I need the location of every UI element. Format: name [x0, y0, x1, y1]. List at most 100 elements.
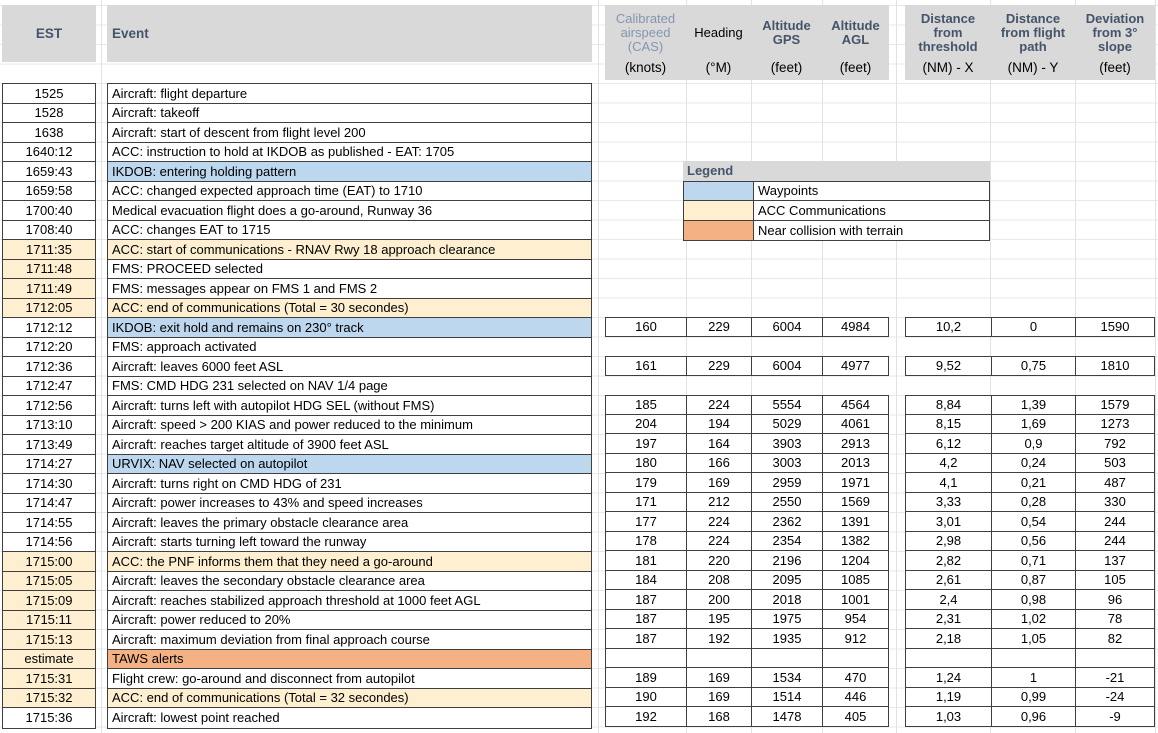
flight-parameters-header-group: Calibrated airspeed (CAS) Heading Altitu… [605, 5, 889, 80]
data-row: 8,84 1,39 1579 [905, 395, 1155, 415]
est-cell: 1715:31 [3, 669, 95, 689]
data-cell: 1590 [1075, 318, 1154, 336]
data-cell: 0,21 [991, 473, 1075, 492]
data-row: 171 212 2550 1569 [605, 492, 889, 512]
event-cell: FMS: CMD HDG 231 selected on NAV 1/4 pag… [108, 376, 591, 396]
data-cell: 194 [686, 414, 751, 433]
data-row: 187 192 1935 912 [605, 629, 889, 649]
data-cell: 487 [1075, 473, 1154, 492]
data-cell: 229 [686, 357, 751, 375]
data-cell: 0,54 [991, 512, 1075, 531]
col-header-cas: Calibrated airspeed (CAS) [615, 10, 676, 54]
data-cell: 1204 [822, 551, 888, 570]
data-row: 1,19 0,99 -24 [905, 687, 1155, 707]
data-row: 3,01 0,54 244 [905, 512, 1155, 532]
legend-label: Near collision with terrain [754, 220, 989, 240]
data-cell: 405 [822, 707, 888, 726]
data-row: 9,52 0,75 1810 [905, 356, 1155, 376]
data-cell: 105 [1075, 570, 1154, 589]
est-header-label: EST [35, 26, 63, 41]
col-header-altitude-agl: Altitude AGL [831, 17, 880, 47]
data-cell [991, 648, 1075, 667]
event-cell: Aircraft: flight departure [108, 84, 591, 104]
data-row: 2,4 0,98 96 [905, 590, 1155, 610]
est-cell: 1714:55 [3, 513, 95, 533]
est-cell: 1711:48 [3, 259, 95, 279]
event-cell: FMS: messages appear on FMS 1 and FMS 2 [108, 279, 591, 299]
event-cell: ACC: end of communications (Total = 30 s… [108, 298, 591, 318]
data-row: 177 224 2362 1391 [605, 512, 889, 532]
data-cell: 0,28 [991, 492, 1075, 511]
data-cell: 6004 [751, 318, 822, 336]
data-cell [1075, 648, 1154, 667]
legend-title: Legend [683, 161, 990, 181]
event-column: Aircraft: flight departure Aircraft: take… [107, 83, 592, 729]
legend-label: ACC Communications [754, 201, 989, 220]
data-cell: 190 [635, 689, 657, 705]
event-cell: TAWS alerts [108, 649, 591, 669]
data-row: 180 166 3003 2013 [605, 453, 889, 473]
est-cell: 1659:58 [3, 181, 95, 201]
data-row: 187 195 1975 954 [605, 609, 889, 629]
data-cell: 179 [635, 474, 657, 490]
data-row: 2,18 1,05 82 [905, 629, 1155, 649]
est-cell: 1638 [3, 123, 95, 143]
data-cell: 187 [635, 630, 657, 646]
data-row: 197 164 3903 2913 [605, 434, 889, 454]
data-cell: 1085 [822, 570, 888, 589]
event-cell: Aircraft: turns right on CMD HDG of 231 [108, 474, 591, 494]
data-cell: 503 [1075, 453, 1154, 472]
est-cell: 1715:09 [3, 591, 95, 611]
est-cell: 1640:12 [3, 142, 95, 162]
col-unit-distance-threshold: (NM) - X [922, 60, 974, 75]
est-cell: 1715:36 [3, 708, 95, 728]
data-cell: 0,24 [991, 453, 1075, 472]
est-cell: 1711:49 [3, 279, 95, 299]
legend-label: Waypoints [754, 181, 989, 200]
data-cell: 178 [635, 533, 657, 549]
data-cell: 212 [686, 492, 751, 511]
est-cell: 1714:27 [3, 454, 95, 474]
distance-header-group: Distance from threshold Distance from fl… [905, 5, 1155, 80]
data-row: 2,82 0,71 137 [905, 551, 1155, 571]
data-cell: 1273 [1075, 414, 1154, 433]
est-cell: 1711:35 [3, 240, 95, 260]
data-cell [606, 649, 686, 668]
data-cell: 446 [822, 687, 888, 706]
legend-item-acc-communications: ACC Communications [684, 201, 989, 221]
est-cell: 1712:56 [3, 396, 95, 416]
data-cell: 1514 [751, 687, 822, 706]
event-cell: IKDOB: exit hold and remains on 230° tra… [108, 318, 591, 338]
data-row: 1,24 1 -21 [905, 668, 1155, 688]
data-cell: 6,12 [935, 435, 962, 451]
data-cell: 204 [635, 416, 657, 432]
data-cell: 5554 [751, 396, 822, 414]
est-cell: 1712:05 [3, 298, 95, 318]
data-row: 10,2 0 1590 [905, 317, 1155, 337]
data-cell: 4564 [822, 396, 888, 414]
est-column: 1525 1528 1638 1640:12 1659:43 1659:58 1700:40… [2, 83, 96, 729]
data-cell: 1975 [751, 609, 822, 628]
data-cell: 192 [686, 629, 751, 648]
data-cell: 244 [1075, 512, 1154, 531]
group1-units-row: (knots) (°M) (feet) (feet) [605, 60, 889, 80]
col-header-altitude-gps: Altitude GPS [762, 17, 811, 47]
data-cell: 244 [1075, 531, 1154, 550]
event-cell: Aircraft: leaves 6000 feet ASL [108, 357, 591, 377]
est-cell: 1715:13 [3, 630, 95, 650]
data-row: 4,2 0,24 503 [905, 453, 1155, 473]
data-cell: -21 [1075, 668, 1154, 687]
data-cell: 2913 [822, 434, 888, 453]
data-cell: 3003 [751, 453, 822, 472]
data-row: 3,33 0,28 330 [905, 492, 1155, 512]
data-cell: 224 [686, 396, 751, 414]
data-cell: 2550 [751, 492, 822, 511]
data-row: 160 229 6004 4984 [605, 317, 889, 337]
event-cell: Aircraft: start of descent from flight l… [108, 123, 591, 143]
data-row: 187 200 2018 1001 [605, 590, 889, 610]
data-cell: 0,96 [991, 707, 1075, 726]
data-cell: 1810 [1075, 357, 1154, 375]
data-cell: 220 [686, 551, 751, 570]
data-cell: 2959 [751, 473, 822, 492]
data-row: 178 224 2354 1382 [605, 531, 889, 551]
